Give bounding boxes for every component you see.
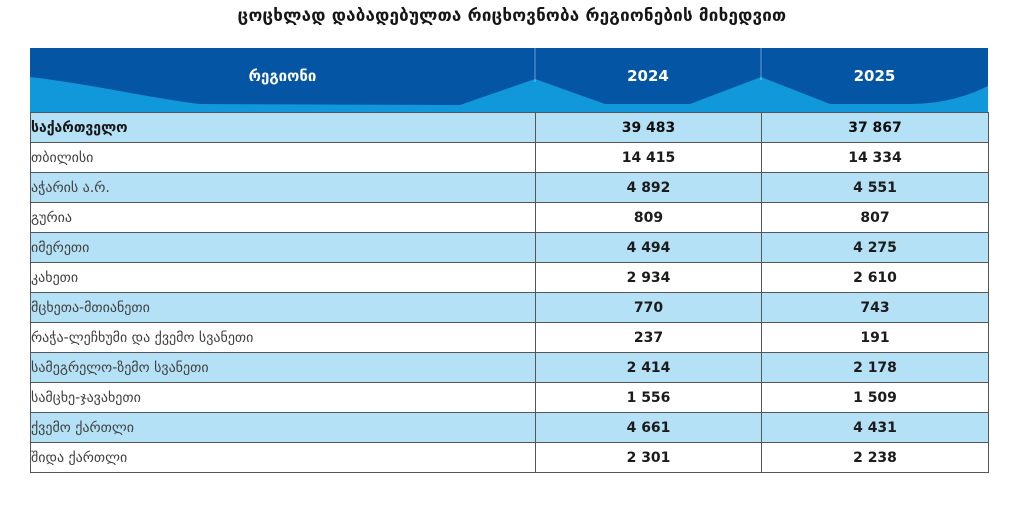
table-row: კახეთი 2 934 2 610 bbox=[30, 262, 989, 293]
row-value-2024: 770 bbox=[535, 292, 762, 323]
table-row: ქვემო ქართლი 4 661 4 431 bbox=[30, 412, 989, 443]
row-value-2025: 2 610 bbox=[761, 262, 989, 293]
table-row: შიდა ქართლი 2 301 2 238 bbox=[30, 442, 989, 473]
row-region-label: სამცხე-ჯავახეთი bbox=[30, 382, 536, 413]
row-region-label: გურია bbox=[30, 202, 536, 233]
row-region-label: თბილისი bbox=[30, 142, 536, 173]
row-value-2025: 191 bbox=[761, 322, 989, 353]
row-value-2024: 2 414 bbox=[535, 352, 762, 383]
table-header-band: რეგიონი 2024 2025 bbox=[30, 48, 988, 112]
table-row: იმერეთი 4 494 4 275 bbox=[30, 232, 989, 263]
row-region-label: იმერეთი bbox=[30, 232, 536, 263]
row-value-2025: 2 238 bbox=[761, 442, 989, 473]
table-row: გურია 809 807 bbox=[30, 202, 989, 233]
column-header-2024: 2024 bbox=[627, 67, 669, 85]
row-value-2024: 2 301 bbox=[535, 442, 762, 473]
row-region-label: სამეგრელო-ზემო სვანეთი bbox=[30, 352, 536, 383]
row-value-2024: 237 bbox=[535, 322, 762, 353]
row-region-label: მცხეთა-მთიანეთი bbox=[30, 292, 536, 323]
header-wave-decoration bbox=[30, 48, 988, 112]
row-region-label: აჭარის ა.რ. bbox=[30, 172, 536, 203]
table-row: სამეგრელო-ზემო სვანეთი 2 414 2 178 bbox=[30, 352, 989, 383]
row-value-2024: 39 483 bbox=[535, 112, 762, 143]
page-title: ცოცხლად დაბადებულთა რიცხოვნობა რეგიონები… bbox=[237, 6, 787, 26]
row-region-label: კახეთი bbox=[30, 262, 536, 293]
row-value-2025: 4 275 bbox=[761, 232, 989, 263]
table-row: თბილისი 14 415 14 334 bbox=[30, 142, 989, 173]
column-header-2025: 2025 bbox=[853, 67, 896, 85]
row-region-label: საქართველო bbox=[30, 112, 536, 143]
table-row: რაჭა-ლეჩხუმი და ქვემო სვანეთი 237 191 bbox=[30, 322, 989, 353]
row-value-2024: 2 934 bbox=[535, 262, 762, 293]
row-value-2024: 809 bbox=[535, 202, 762, 233]
births-by-region-table: რეგიონი 2024 2025 საქართველო 39 483 37 867… bbox=[30, 48, 989, 473]
row-value-2024: 14 415 bbox=[535, 142, 762, 173]
column-header-region: რეგიონი bbox=[248, 67, 317, 85]
row-value-2025: 14 334 bbox=[761, 142, 989, 173]
row-value-2025: 743 bbox=[761, 292, 989, 323]
table-row: მცხეთა-მთიანეთი 770 743 bbox=[30, 292, 989, 323]
table-body: საქართველო 39 483 37 867 თბილისი 14 415 14 33… bbox=[30, 112, 989, 473]
row-value-2025: 807 bbox=[761, 202, 989, 233]
table-row: სამცხე-ჯავახეთი 1 556 1 509 bbox=[30, 382, 989, 413]
row-region-label: შიდა ქართლი bbox=[30, 442, 536, 473]
table-row-country-total: საქართველო 39 483 37 867 bbox=[30, 112, 989, 143]
row-value-2025: 37 867 bbox=[761, 112, 989, 143]
row-value-2024: 4 661 bbox=[535, 412, 762, 443]
row-region-label: ქვემო ქართლი bbox=[30, 412, 536, 443]
row-value-2025: 1 509 bbox=[761, 382, 989, 413]
row-value-2025: 4 551 bbox=[761, 172, 989, 203]
table-row: აჭარის ა.რ. 4 892 4 551 bbox=[30, 172, 989, 203]
row-value-2024: 4 494 bbox=[535, 232, 762, 263]
row-value-2025: 2 178 bbox=[761, 352, 989, 383]
row-value-2025: 4 431 bbox=[761, 412, 989, 443]
row-region-label: რაჭა-ლეჩხუმი და ქვემო სვანეთი bbox=[30, 322, 536, 353]
row-value-2024: 4 892 bbox=[535, 172, 762, 203]
row-value-2024: 1 556 bbox=[535, 382, 762, 413]
